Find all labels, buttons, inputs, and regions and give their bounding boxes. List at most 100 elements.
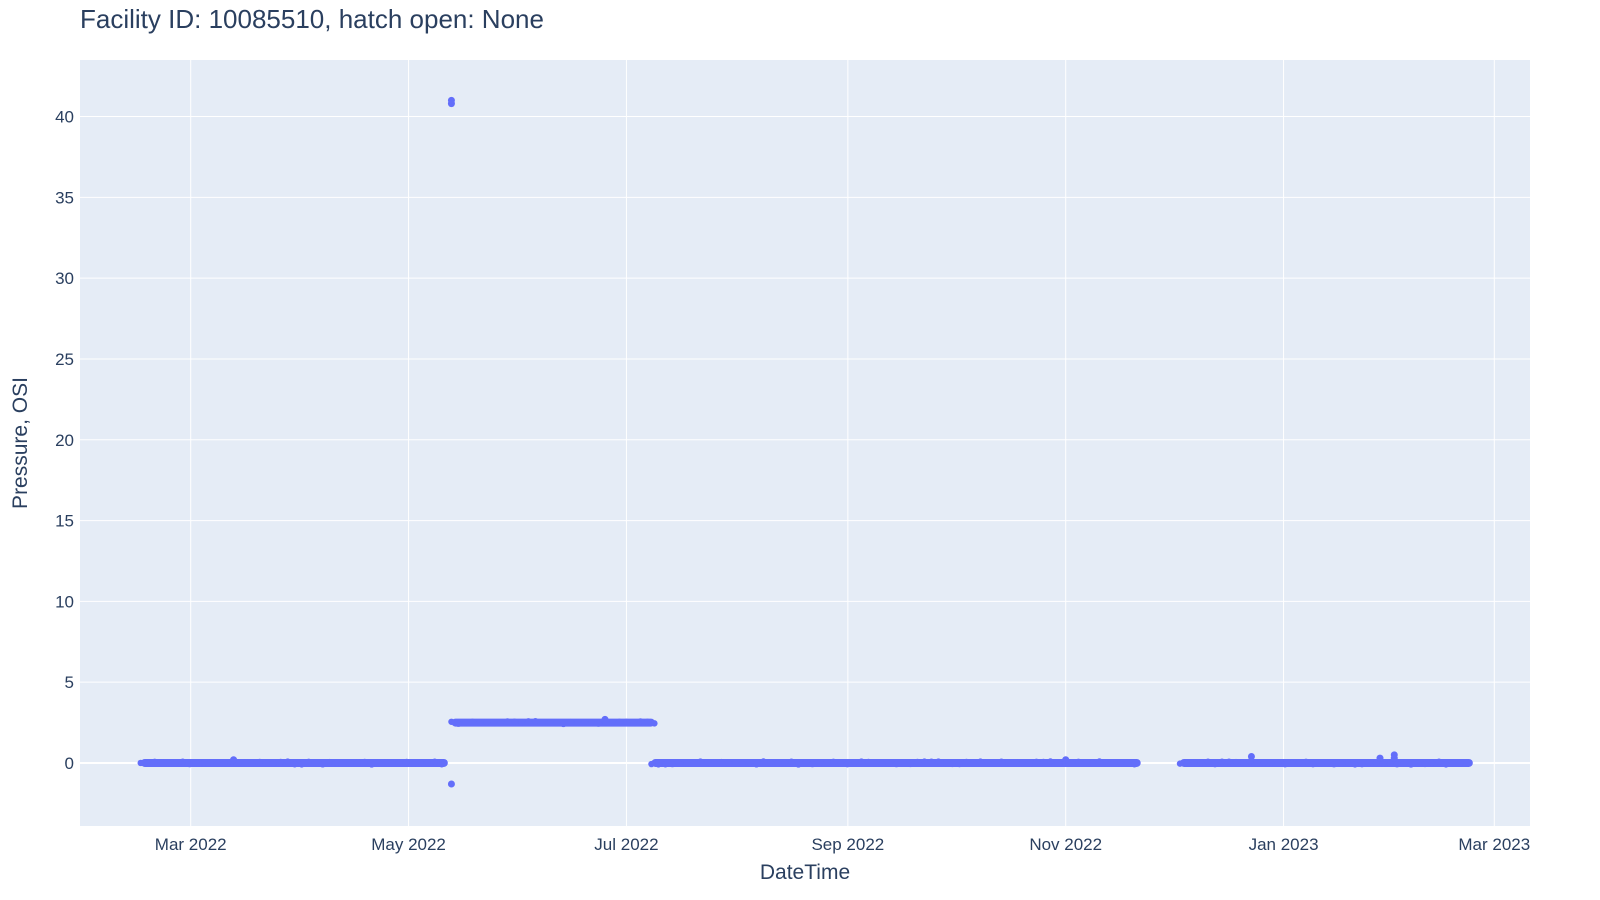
data-point xyxy=(907,760,914,768)
data-point xyxy=(1131,761,1138,768)
y-tick-label: 25 xyxy=(55,350,74,369)
data-point xyxy=(1260,759,1268,766)
data-point xyxy=(403,758,410,766)
data-point xyxy=(886,760,893,767)
data-point xyxy=(676,760,683,767)
data-point xyxy=(900,758,907,766)
data-point xyxy=(1323,759,1331,767)
data-point xyxy=(298,761,305,768)
data-point xyxy=(1435,758,1443,765)
data-point xyxy=(375,759,382,767)
x-tick-label: Jan 2023 xyxy=(1249,835,1319,854)
tick-layer: 0 5 10 15 20 25 30 35 40 Mar 2022 May 2022 Jul 2022… xyxy=(55,108,1530,854)
data-point xyxy=(518,719,525,726)
data-point xyxy=(949,760,956,768)
data-point xyxy=(497,719,504,727)
data-point xyxy=(1012,758,1019,766)
y-tick-label: 5 xyxy=(65,673,74,692)
data-point xyxy=(1449,759,1457,767)
data-point xyxy=(462,719,469,726)
data-point xyxy=(1330,760,1338,768)
data-point xyxy=(704,759,711,766)
chart-title: Facility ID: 10085510, hatch open: None xyxy=(80,4,544,34)
data-point xyxy=(1372,759,1380,767)
data-point xyxy=(1400,759,1408,767)
data-point xyxy=(483,719,490,726)
y-tick-label: 20 xyxy=(55,431,74,450)
data-point xyxy=(1204,758,1212,765)
data-point xyxy=(595,720,602,727)
data-point xyxy=(977,758,984,765)
data-point xyxy=(1190,759,1198,766)
y-axis-title: Pressure, OSI xyxy=(9,377,32,509)
data-point xyxy=(354,759,361,766)
data-point xyxy=(1062,756,1070,764)
data-point xyxy=(312,759,319,767)
data-point xyxy=(1407,761,1415,768)
data-point xyxy=(1096,758,1103,765)
data-point xyxy=(795,761,802,768)
data-point xyxy=(711,759,718,766)
data-point xyxy=(431,758,438,765)
data-point xyxy=(1390,754,1398,762)
data-point xyxy=(1421,760,1429,768)
data-point xyxy=(333,759,340,766)
x-tick-label: Mar 2022 xyxy=(155,835,227,854)
data-point xyxy=(858,758,865,765)
data-point xyxy=(1183,760,1191,767)
data-point xyxy=(935,758,942,765)
grid-layer xyxy=(80,60,1530,826)
data-point xyxy=(1176,760,1184,767)
data-point xyxy=(270,759,277,767)
y-tick-label: 40 xyxy=(55,108,74,127)
data-point xyxy=(655,761,662,768)
data-point xyxy=(263,759,270,767)
data-point xyxy=(942,759,949,767)
data-point xyxy=(347,760,354,767)
data-point xyxy=(200,759,207,766)
data-point xyxy=(1225,758,1233,765)
plot-background xyxy=(80,60,1530,826)
data-point xyxy=(448,718,455,725)
data-point xyxy=(1054,760,1061,767)
y-tick-label: 10 xyxy=(55,592,74,611)
data-point xyxy=(1103,760,1110,767)
data-point xyxy=(697,758,704,765)
data-point xyxy=(546,719,553,727)
data-point xyxy=(1379,760,1387,767)
data-point xyxy=(1082,759,1089,767)
x-axis-title: DateTime xyxy=(760,861,850,884)
data-point xyxy=(823,759,830,767)
x-tick-label: May 2022 xyxy=(371,835,446,854)
data-point xyxy=(1110,759,1117,767)
data-point xyxy=(532,718,539,725)
data-point xyxy=(511,718,518,725)
data-point xyxy=(760,758,767,765)
data-point xyxy=(830,758,837,766)
data-point xyxy=(469,718,476,725)
data-point xyxy=(476,719,483,727)
data-point xyxy=(581,719,588,726)
data-point xyxy=(438,761,445,768)
data-point xyxy=(1351,761,1359,768)
data-point xyxy=(809,760,816,768)
data-point xyxy=(1068,759,1075,766)
data-point xyxy=(389,759,396,767)
data-point xyxy=(630,720,637,727)
data-point xyxy=(1456,760,1464,767)
data-point xyxy=(1033,758,1040,766)
data-point xyxy=(1040,758,1047,766)
data-point xyxy=(1075,758,1082,766)
data-point xyxy=(601,715,609,723)
data-point xyxy=(1376,754,1384,762)
data-point xyxy=(221,760,228,767)
data-point xyxy=(746,759,753,766)
data-point xyxy=(767,759,774,766)
marker-layer xyxy=(137,96,1473,788)
data-point xyxy=(879,760,886,767)
data-point xyxy=(1117,760,1124,767)
data-point xyxy=(1267,759,1275,766)
data-point xyxy=(305,758,312,766)
data-point xyxy=(1358,760,1366,768)
data-point xyxy=(504,718,511,725)
